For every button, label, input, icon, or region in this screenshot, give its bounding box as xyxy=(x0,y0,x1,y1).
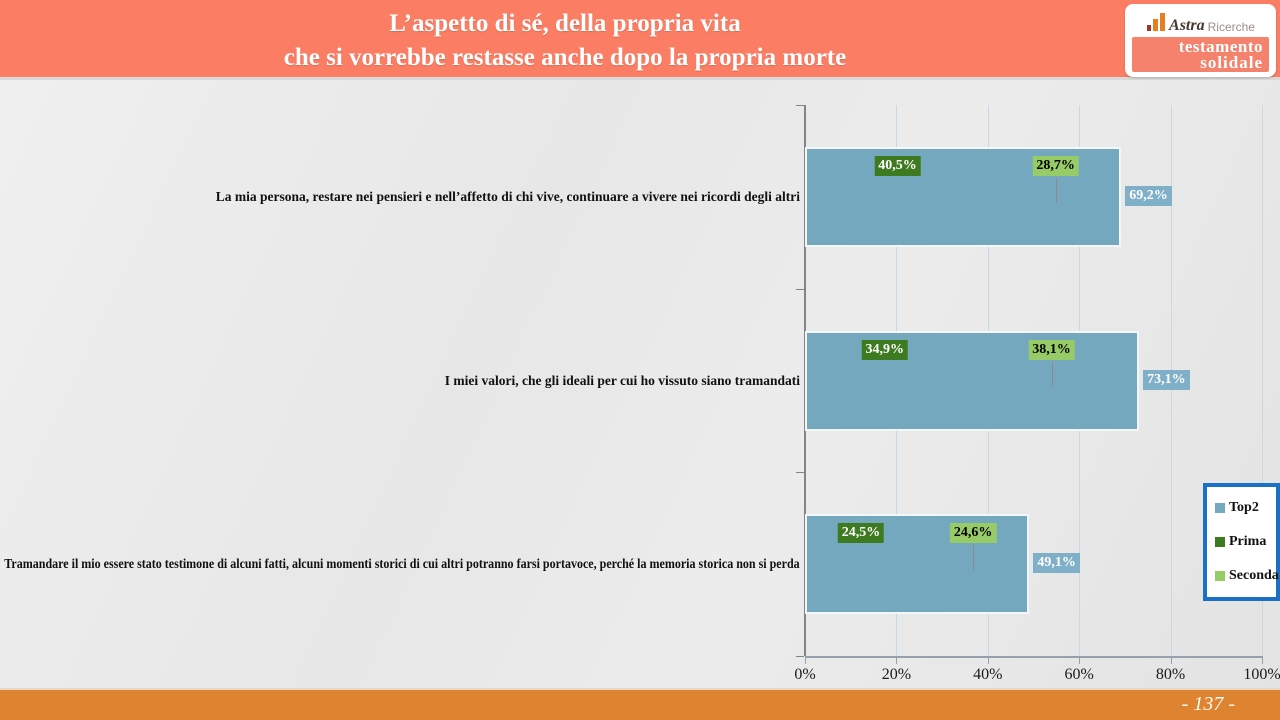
legend-swatch-top2 xyxy=(1215,503,1225,513)
header-banner: L’aspetto di sé, della propria vita che … xyxy=(0,0,1280,80)
bar-label-top2-1: 69,2% xyxy=(1125,185,1172,206)
x-tick-80 xyxy=(1170,656,1172,664)
legend-label-prima: Prima xyxy=(1229,534,1267,549)
x-tick-label-60: 60% xyxy=(1064,666,1094,683)
bar-label-seconda-2: 38,1% xyxy=(1028,339,1075,360)
x-tick-label-0: 0% xyxy=(794,666,816,683)
bar-label-seconda-3: 24,6% xyxy=(949,523,997,544)
x-tick-label-80: 80% xyxy=(1155,666,1186,683)
bar-label-seconda-1: 28,7% xyxy=(1032,155,1079,176)
x-tick-label-40: 40% xyxy=(973,666,1003,683)
bar-label-prima-1: 40,5% xyxy=(874,155,921,176)
legend-swatch-seconda xyxy=(1215,571,1225,581)
y-tick-1 xyxy=(796,288,804,290)
badge-line1: testamento xyxy=(1178,37,1263,56)
x-tick-100 xyxy=(1262,656,1263,664)
astra-testamento-logo: Astra Ricerche testamento solidale xyxy=(1125,4,1276,77)
y-tick-2 xyxy=(796,472,804,474)
x-axis-line xyxy=(805,656,1263,658)
brand-name-astra: Astra xyxy=(1169,17,1205,34)
brand-name-ricerche: Ricerche xyxy=(1207,20,1255,34)
legend-label-seconda: Seconda xyxy=(1229,568,1279,583)
y-tick-3 xyxy=(796,656,804,657)
x-tick-label-100: 100% xyxy=(1243,666,1280,683)
x-tick-0 xyxy=(805,656,806,664)
legend-label-top2: Top2 xyxy=(1229,500,1259,515)
leader-line-2 xyxy=(1051,361,1053,387)
bar-row-2 xyxy=(805,330,1140,431)
y-tick-0 xyxy=(796,105,804,106)
bar-label-prima-3: 24,5% xyxy=(837,523,885,544)
category-label-2: I miei valori, che gli ideali per cui ho… xyxy=(444,372,800,388)
legend-swatch-prima xyxy=(1215,537,1225,547)
footer-bar: - 137 - xyxy=(0,688,1280,720)
category-label-3: Tramandare il mio essere stato testimone… xyxy=(4,556,800,572)
chart-legend: Top2 Prima Seconda xyxy=(1203,483,1280,601)
legend-item-seconda: Seconda xyxy=(1215,568,1279,584)
bar-chart-icon xyxy=(1147,13,1166,31)
x-tick-20 xyxy=(896,656,898,664)
gridline-100 xyxy=(1262,105,1263,656)
legend-item-prima: Prima xyxy=(1215,534,1276,550)
leader-line-3 xyxy=(973,545,975,571)
x-tick-60 xyxy=(1079,656,1081,664)
leader-line-1 xyxy=(1055,177,1057,203)
slide-title: L’aspetto di sé, della propria vita che … xyxy=(0,7,1130,75)
x-tick-label-20: 20% xyxy=(881,666,912,683)
slide-title-line2: che si vorrebbe restasse anche dopo la p… xyxy=(283,44,847,71)
testamento-solidale-badge: testamento solidale xyxy=(1132,37,1269,72)
slide-title-line1: L’aspetto di sé, della propria vita xyxy=(389,10,741,37)
x-tick-40 xyxy=(987,656,989,664)
astra-ricerche-brand: Astra Ricerche xyxy=(1125,4,1276,35)
bar-label-prima-2: 34,9% xyxy=(861,339,908,360)
bar-label-top2-3: 49,1% xyxy=(1033,553,1080,574)
legend-item-top2: Top2 xyxy=(1215,500,1276,516)
bar-label-top2-2: 73,1% xyxy=(1143,369,1190,390)
badge-line2: solidale xyxy=(1200,53,1263,72)
page-number: - 137 - xyxy=(1181,693,1235,715)
category-label-1: La mia persona, restare nei pensieri e n… xyxy=(215,188,800,204)
